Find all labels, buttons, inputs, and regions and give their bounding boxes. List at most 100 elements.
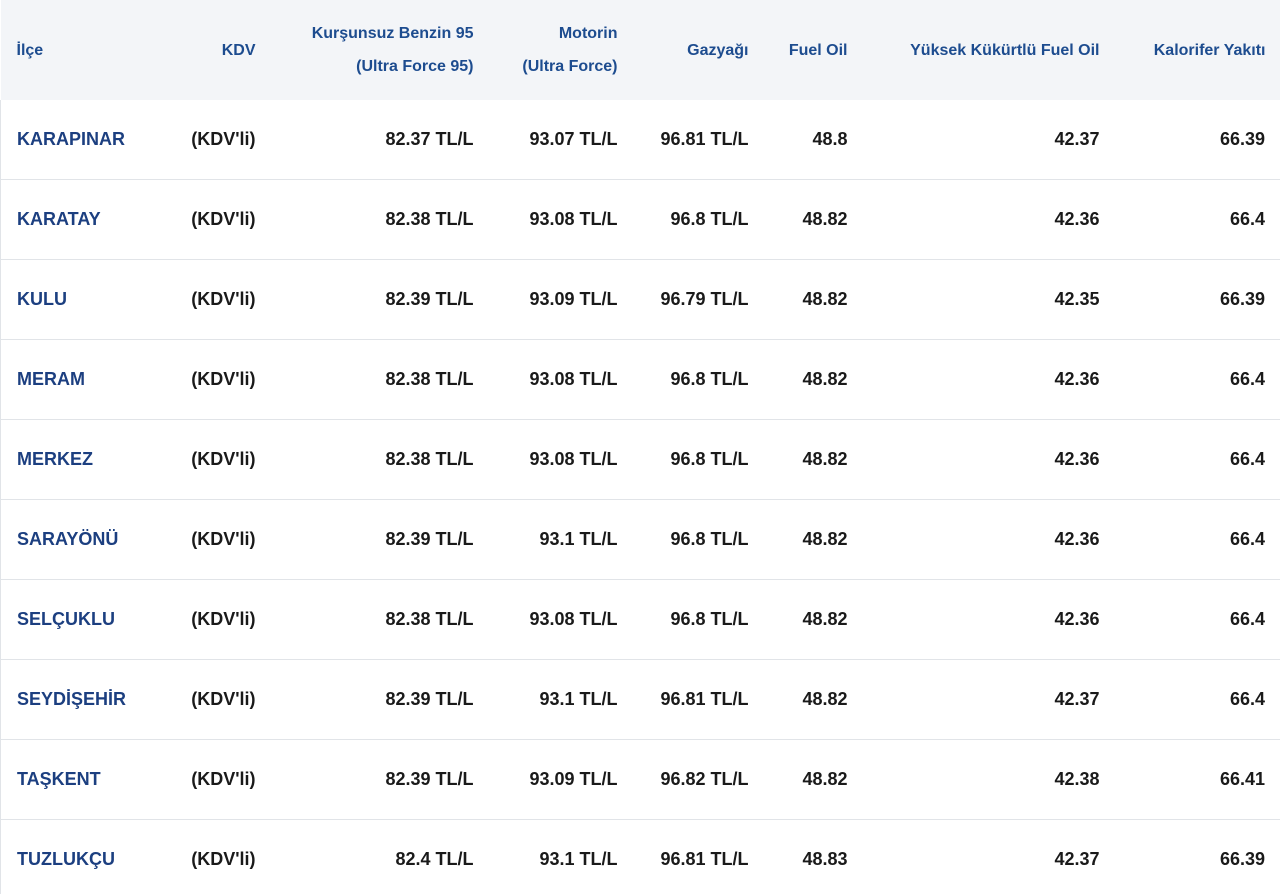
price-cell: 96.8 TL/L: [632, 579, 764, 660]
price-cell: 82.38 TL/L: [270, 579, 489, 660]
price-cell: 66.4: [1114, 339, 1280, 420]
price-cell: 66.4: [1114, 579, 1280, 660]
price-cell: 66.4: [1114, 419, 1280, 500]
price-cell: 93.08 TL/L: [488, 179, 633, 260]
price-cell: 42.35: [862, 259, 1115, 340]
price-cell: 42.36: [862, 579, 1115, 660]
price-cell: (KDV'li): [170, 100, 271, 180]
price-cell: 93.1 TL/L: [488, 499, 633, 580]
price-cell: 93.08 TL/L: [488, 419, 633, 500]
price-cell: 96.8 TL/L: [632, 499, 764, 580]
column-header: Fuel Oil: [763, 0, 863, 100]
price-cell: 93.1 TL/L: [488, 819, 633, 894]
table-head: İlçe KDV Kurşunsuz Benzin 95 (Ultra Force 9…: [0, 0, 1280, 100]
price-cell: 82.39 TL/L: [270, 739, 489, 820]
price-cell: 42.37: [862, 819, 1115, 894]
district-cell: TUZLUKÇU: [0, 819, 171, 894]
price-cell: 96.81 TL/L: [632, 100, 764, 180]
table-row: KARAPINAR (KDV'li) 82.37 TL/L 93.07 TL/L 96.…: [0, 100, 1280, 180]
price-cell: 66.4: [1114, 499, 1280, 580]
column-header: Gazyağı: [632, 0, 764, 100]
column-header: Kurşunsuz Benzin 95 (Ultra Force 95): [270, 0, 489, 100]
price-cell: (KDV'li): [170, 819, 271, 894]
price-cell: 48.82: [763, 659, 863, 740]
price-cell: (KDV'li): [170, 579, 271, 660]
price-cell: 82.37 TL/L: [270, 100, 489, 180]
price-cell: 82.39 TL/L: [270, 259, 489, 340]
price-cell: (KDV'li): [170, 499, 271, 580]
price-cell: 96.81 TL/L: [632, 659, 764, 740]
price-cell: 96.79 TL/L: [632, 259, 764, 340]
price-cell: 48.82: [763, 259, 863, 340]
price-cell: 42.36: [862, 179, 1115, 260]
price-cell: 48.82: [763, 339, 863, 420]
header-line: (Ultra Force 95): [356, 58, 474, 75]
price-cell: 48.82: [763, 579, 863, 660]
price-cell: 96.81 TL/L: [632, 819, 764, 894]
price-cell: 66.39: [1114, 100, 1280, 180]
price-cell: 93.1 TL/L: [488, 659, 633, 740]
header-row: İlçe KDV Kurşunsuz Benzin 95 (Ultra Force 9…: [0, 0, 1280, 100]
price-cell: 82.38 TL/L: [270, 419, 489, 500]
price-cell: (KDV'li): [170, 739, 271, 820]
column-header: Motorin (Ultra Force): [488, 0, 633, 100]
district-cell: SEYDİŞEHİR: [0, 659, 171, 740]
header-line: İlçe: [16, 41, 44, 59]
district-cell: KARAPINAR: [0, 100, 171, 180]
table-row: KARATAY (KDV'li) 82.38 TL/L 93.08 TL/L 96.8 …: [0, 179, 1280, 260]
price-cell: (KDV'li): [170, 179, 271, 260]
table-row: TUZLUKÇU (KDV'li) 82.4 TL/L 93.1 TL/L 96.81 …: [0, 819, 1280, 894]
price-cell: 82.39 TL/L: [270, 659, 489, 740]
table-row: KULU (KDV'li) 82.39 TL/L 93.09 TL/L 96.79 TL…: [0, 259, 1280, 340]
price-cell: 66.39: [1114, 259, 1280, 340]
table-row: MERKEZ (KDV'li) 82.38 TL/L 93.08 TL/L 96.8 T…: [0, 419, 1280, 500]
price-cell: 66.4: [1114, 659, 1280, 740]
price-cell: 93.07 TL/L: [488, 100, 633, 180]
price-cell: (KDV'li): [170, 339, 271, 420]
table-row: SARAYÖNÜ (KDV'li) 82.39 TL/L 93.1 TL/L 96.8 …: [0, 499, 1280, 580]
column-header: Kalorifer Yakıtı: [1114, 0, 1280, 100]
district-cell: KULU: [0, 259, 171, 340]
column-header: Yüksek Kükürtlü Fuel Oil: [862, 0, 1115, 100]
price-cell: 48.82: [763, 419, 863, 500]
price-cell: 96.82 TL/L: [632, 739, 764, 820]
header-line: Fuel Oil: [788, 41, 848, 59]
price-cell: 82.4 TL/L: [270, 819, 489, 894]
district-cell: SELÇUKLU: [0, 579, 171, 660]
price-cell: 96.8 TL/L: [632, 179, 764, 260]
district-cell: TAŞKENT: [0, 739, 171, 820]
price-cell: 82.38 TL/L: [270, 339, 489, 420]
header-line: Kalorifer Yakıtı: [1153, 41, 1266, 59]
price-cell: 96.8 TL/L: [632, 339, 764, 420]
price-cell: 82.38 TL/L: [270, 179, 489, 260]
price-cell: 42.36: [862, 419, 1115, 500]
header-line: Gazyağı: [687, 41, 749, 59]
header-line: Motorin: [558, 25, 618, 42]
price-cell: 42.37: [862, 100, 1115, 180]
price-cell: 42.36: [862, 499, 1115, 580]
price-cell: 66.39: [1114, 819, 1280, 894]
price-cell: 42.38: [862, 739, 1115, 820]
price-cell: 93.08 TL/L: [488, 339, 633, 420]
price-cell: 93.09 TL/L: [488, 739, 633, 820]
district-cell: KARATAY: [0, 179, 171, 260]
header-line: KDV: [221, 41, 256, 59]
header-line: Kurşunsuz Benzin 95: [311, 25, 474, 42]
price-cell: 48.83: [763, 819, 863, 894]
column-header: İlçe: [0, 0, 171, 100]
table-row: TAŞKENT (KDV'li) 82.39 TL/L 93.09 TL/L 96.82…: [0, 739, 1280, 820]
price-cell: 42.37: [862, 659, 1115, 740]
table-row: MERAM (KDV'li) 82.38 TL/L 93.08 TL/L 96.8 TL…: [0, 339, 1280, 420]
district-cell: SARAYÖNÜ: [0, 499, 171, 580]
district-cell: MERAM: [0, 339, 171, 420]
header-line: Yüksek Kükürtlü Fuel Oil: [910, 41, 1100, 59]
price-cell: 48.82: [763, 739, 863, 820]
column-header: KDV: [170, 0, 271, 100]
table-body: KARAPINAR (KDV'li) 82.37 TL/L 93.07 TL/L 96.…: [0, 100, 1280, 894]
price-cell: 48.8: [763, 100, 863, 180]
table-row: SEYDİŞEHİR (KDV'li) 82.39 TL/L 93.1 TL/L 96.…: [0, 659, 1280, 740]
price-cell: 93.09 TL/L: [488, 259, 633, 340]
price-cell: 93.08 TL/L: [488, 579, 633, 660]
